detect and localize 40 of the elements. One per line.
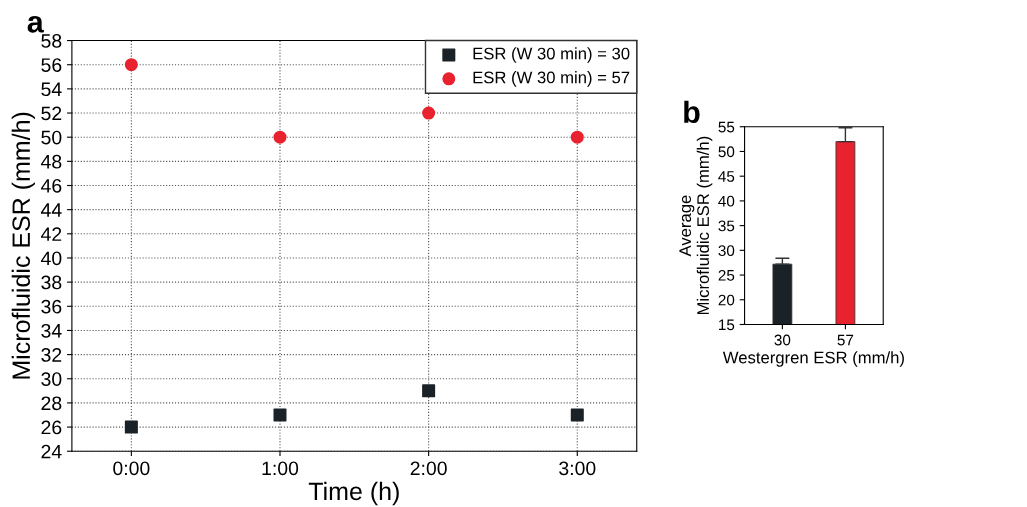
y-tick-label: 40 <box>718 195 735 207</box>
y-tick-label: 30 <box>41 372 62 386</box>
x-tick-label: 1:00 <box>262 461 299 476</box>
legend-label: ESR (W 30 min) = 30 <box>473 47 630 63</box>
x-tick-label: 0:00 <box>113 461 150 476</box>
y-tick-label: 34 <box>41 323 62 338</box>
y-tick-label: 26 <box>41 420 62 435</box>
y-tick-label: 25 <box>718 269 735 281</box>
y-tick-label: 15 <box>719 319 735 331</box>
legend-label: ESR (W 30 min) = 57 <box>473 71 630 87</box>
y-tick-label: 52 <box>41 106 62 121</box>
y-axis-title: Microfluidic ESR (mm/h) <box>11 112 35 379</box>
y-tick-label: 38 <box>41 275 62 290</box>
y-tick-label: 46 <box>40 178 62 193</box>
y-tick-label: 40 <box>40 251 62 266</box>
y-tick-label: 28 <box>41 396 62 411</box>
y-tick-label: 42 <box>40 227 62 241</box>
x-tick-label: 2:00 <box>410 461 447 476</box>
y-tick-label: 54 <box>41 82 62 97</box>
y-tick-label: 24 <box>41 444 62 459</box>
y-tick-label: 30 <box>718 245 735 257</box>
y-tick-label: 45 <box>718 171 735 182</box>
y-tick-label: 35 <box>718 220 735 232</box>
y-tick-label: 48 <box>40 154 62 169</box>
x-tick-label: 3:00 <box>559 461 596 476</box>
y-tick-label: 20 <box>718 294 735 306</box>
y-tick-label: 50 <box>718 146 735 158</box>
x-axis-title: Time (h) <box>308 481 399 506</box>
y-tick-label: 56 <box>41 58 62 72</box>
y-tick-label: 36 <box>41 299 62 314</box>
y-tick-label: 50 <box>41 130 62 145</box>
x-tick-label: 57 <box>837 334 854 346</box>
y-tick-label: 55 <box>718 121 735 133</box>
x-axis-title: Westergren ESR (mm/h) <box>722 351 904 367</box>
y-tick-label: 32 <box>41 348 62 362</box>
y-tick-label: 58 <box>41 34 62 48</box>
chart-title: a <box>27 15 44 33</box>
y-axis-title: Average Microfluidic ESR (mm/h) <box>679 136 713 315</box>
y-tick-label: 44 <box>40 203 62 217</box>
chart-title: b <box>684 100 700 124</box>
